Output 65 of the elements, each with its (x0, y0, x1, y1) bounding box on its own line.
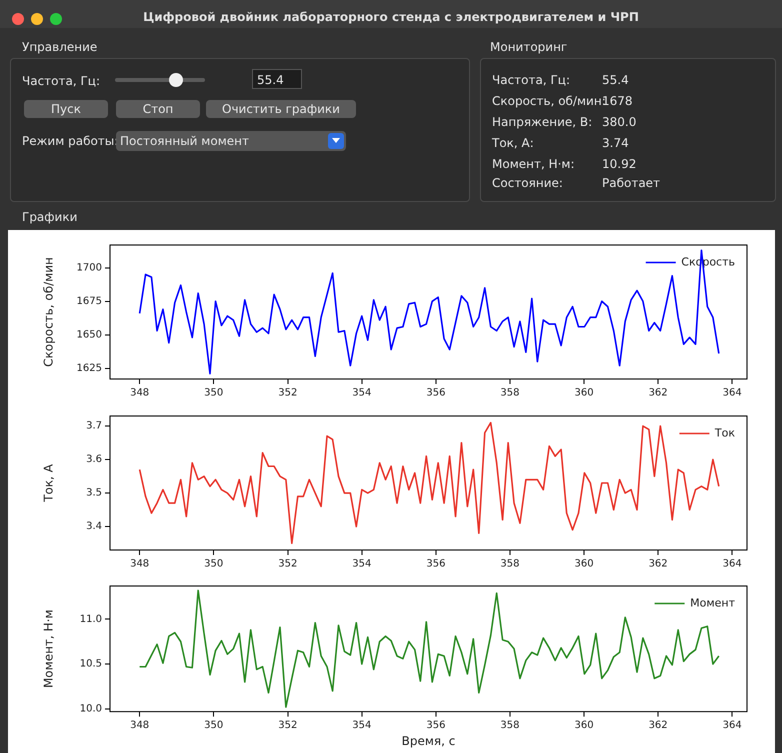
y-axis-title: Скорость, об/мин (41, 257, 56, 367)
x-tick-label: 360 (574, 720, 594, 732)
y-tick-label: 3.5 (86, 488, 102, 499)
x-tick-label: 364 (722, 388, 742, 399)
text: Очистить графики (206, 100, 356, 118)
legend-label: Момент (690, 596, 736, 610)
y-tick-label: 10.5 (80, 658, 102, 670)
x-tick-label: 350 (204, 720, 224, 732)
text: Постоянный момент (120, 134, 249, 148)
x-tick-label: 362 (648, 558, 668, 570)
x-tick-label: 358 (500, 720, 520, 732)
text: Управление (22, 40, 98, 54)
x-tick-label: 354 (352, 558, 372, 570)
text: Состояние: (492, 176, 563, 190)
y-tick-label: 1700 (76, 262, 102, 274)
x-tick-label: 352 (278, 558, 298, 570)
text: Частота, Гц: (492, 73, 570, 87)
text: 10.92 (602, 157, 636, 171)
x-tick-label: 348 (130, 388, 150, 399)
text: Графики (22, 210, 78, 224)
x-tick-label: 354 (352, 388, 372, 399)
text: Мониторинг (490, 40, 568, 54)
x-tick-label: 350 (204, 558, 224, 570)
y-axis-title: Ток, А (41, 463, 56, 503)
text: Режим работы: (22, 134, 118, 148)
x-tick-label: 348 (130, 558, 150, 570)
y-tick-label: 3.4 (86, 521, 102, 532)
y-tick-label: 1650 (76, 329, 102, 340)
x-tick-label: 358 (500, 558, 520, 570)
text: 380.0 (602, 115, 636, 129)
x-axis-title: Время, с (402, 734, 456, 748)
y-tick-label: 1675 (76, 296, 102, 307)
x-tick-label: 352 (278, 388, 298, 399)
x-tick-label: 362 (648, 720, 668, 732)
x-tick-label: 348 (130, 720, 150, 732)
y-tick-label: 10.0 (80, 704, 102, 714)
x-tick-label: 354 (352, 720, 372, 732)
text: Напряжение, В: (492, 115, 592, 129)
x-tick-label: 356 (426, 558, 446, 570)
x-tick-label: 352 (278, 720, 298, 732)
text: Частота, Гц: (22, 74, 100, 88)
text: 3.74 (602, 136, 629, 150)
text: Ток, А: (492, 136, 534, 150)
text: Пуск (24, 100, 108, 118)
x-tick-label: 364 (722, 720, 742, 732)
text: 55.4 (602, 73, 629, 87)
y-axis-title: Момент, Н·м (41, 610, 56, 688)
text: Цифровой двойник лабораторного стенда с электродвигателем и ЧРП (142, 10, 640, 24)
x-tick-label: 350 (204, 388, 224, 399)
x-tick-label: 360 (574, 558, 594, 570)
text: Момент, Н·м: (492, 157, 575, 171)
text: Работает (602, 176, 660, 190)
text: 55.4 (252, 69, 302, 89)
y-tick-label: 3.6 (86, 454, 102, 466)
y-tick-label: 1625 (76, 362, 102, 374)
y-tick-label: 3.7 (86, 420, 102, 432)
x-tick-label: 356 (426, 720, 446, 732)
x-tick-label: 362 (648, 388, 668, 399)
x-tick-label: 358 (500, 388, 520, 399)
x-tick-label: 360 (574, 388, 594, 399)
legend-label: Ток (714, 426, 736, 440)
x-tick-label: 356 (426, 388, 446, 399)
y-tick-label: 11.0 (80, 614, 102, 625)
text: Стоп (116, 100, 200, 118)
x-tick-label: 364 (722, 558, 742, 570)
